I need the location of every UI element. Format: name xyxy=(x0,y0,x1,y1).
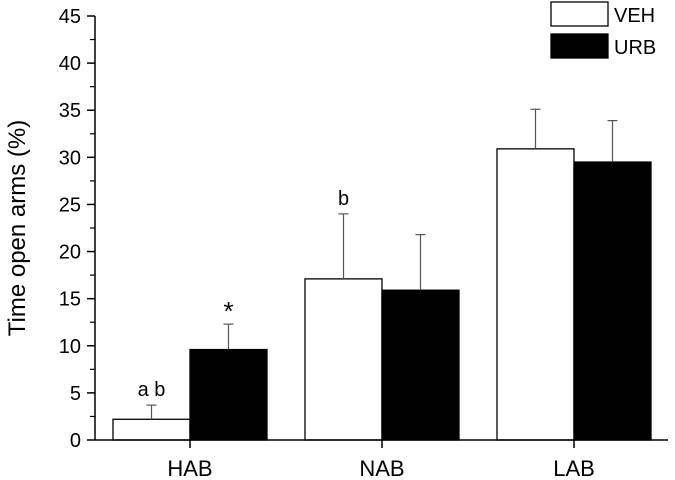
legend-label-veh: VEH xyxy=(614,5,655,27)
bar-urb-lab xyxy=(573,161,652,441)
y-tick-label: 30 xyxy=(59,147,81,169)
y-axis-title: Time open arms (%) xyxy=(4,120,31,337)
x-category-label: LAB xyxy=(553,456,595,480)
legend: VEH URB xyxy=(550,1,656,59)
x-category-label: HAB xyxy=(167,456,212,480)
x-category-label: NAB xyxy=(359,456,404,480)
legend-swatch-veh xyxy=(550,1,609,27)
bar-annotation: a b xyxy=(138,379,166,401)
bar-veh-hab xyxy=(112,418,191,441)
y-tick-label: 5 xyxy=(70,383,81,405)
bar-annotation: * xyxy=(223,296,233,326)
y-tick-label: 25 xyxy=(59,194,81,216)
y-axis: 0 5 10 15 20 25 30 35 40 45 xyxy=(59,6,96,452)
bars-layer xyxy=(112,108,652,441)
y-tick-label: 15 xyxy=(59,289,81,311)
legend-label-urb: URB xyxy=(614,37,656,59)
y-tick-label: 35 xyxy=(59,100,81,122)
y-tick-label: 10 xyxy=(59,336,81,358)
y-tick-label: 20 xyxy=(59,242,81,264)
bar-veh-lab xyxy=(496,148,575,441)
y-tick-label: 45 xyxy=(59,6,81,28)
y-tick-label: 0 xyxy=(70,430,81,452)
y-tick-label: 40 xyxy=(59,53,81,75)
x-axis: HAB NAB LAB xyxy=(95,439,668,480)
bar-annotation: b xyxy=(338,188,349,210)
annotations: a b * b xyxy=(138,188,349,401)
bar-veh-nab xyxy=(304,278,383,441)
bar-urb-nab xyxy=(381,289,460,441)
legend-swatch-urb xyxy=(550,33,609,59)
bar-urb-hab xyxy=(189,348,268,441)
